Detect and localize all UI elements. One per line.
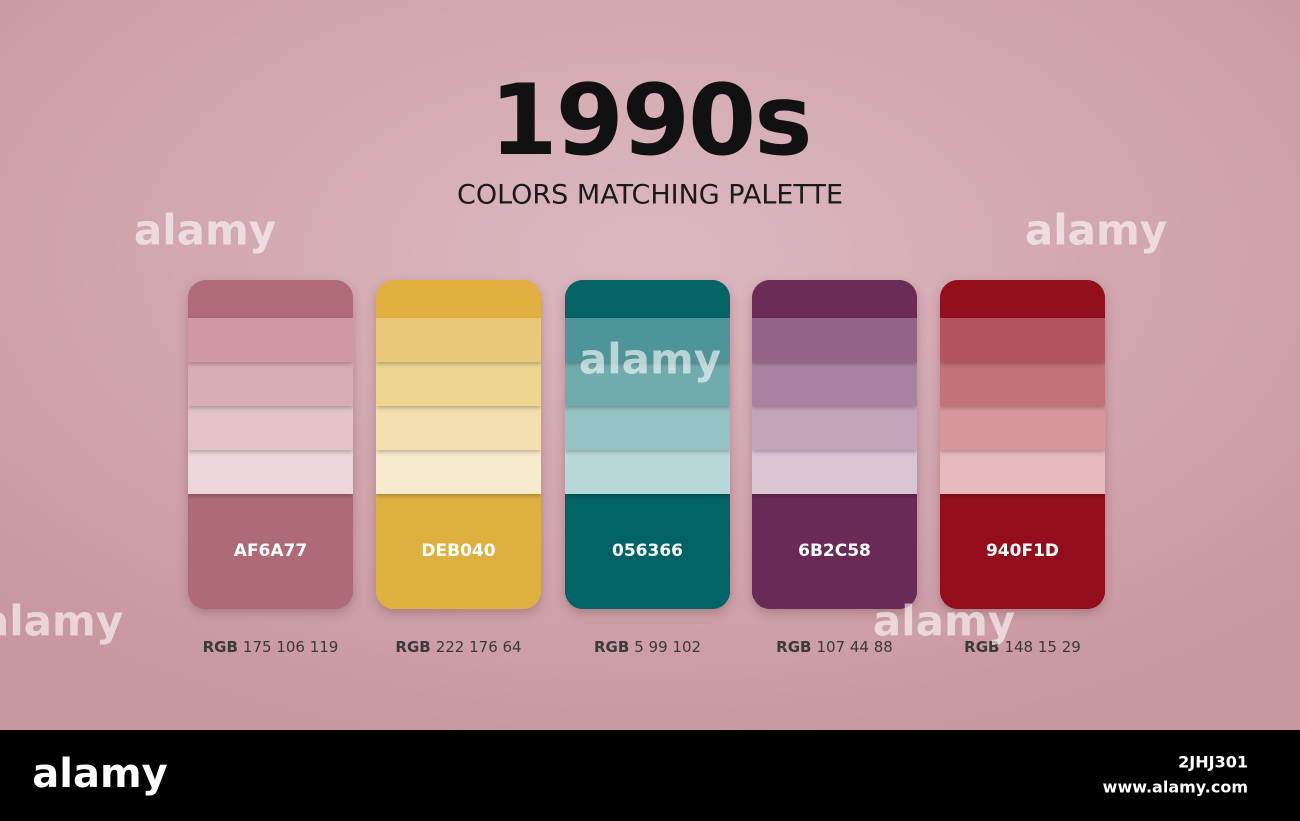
shade-strip (188, 450, 353, 494)
title: 1990s (489, 64, 810, 178)
shade-strip (565, 406, 730, 450)
rgb-label: RGB (395, 638, 430, 656)
shade-strip (940, 362, 1105, 406)
rgb-caption: RGB 5 99 102 (594, 638, 701, 656)
shade-strip (752, 318, 917, 362)
card-base (940, 494, 1105, 609)
rgb-value: 175 106 119 (243, 638, 338, 656)
rgb-label: RGB (964, 638, 999, 656)
hex-code: AF6A77 (234, 541, 307, 561)
hex-code: 6B2C58 (798, 541, 871, 561)
shade-strip (752, 362, 917, 406)
card-base (752, 494, 917, 609)
shade-strip (940, 450, 1105, 494)
shade-strip (565, 450, 730, 494)
shade-strip (376, 318, 541, 362)
rgb-value: 222 176 64 (436, 638, 522, 656)
watermark: alamy (579, 335, 721, 384)
watermark: alamy (873, 597, 1015, 646)
rgb-caption: RGB 175 106 119 (203, 638, 339, 656)
rgb-caption: RGB 107 44 88 (776, 638, 893, 656)
shade-strip (376, 362, 541, 406)
card-body (188, 280, 353, 609)
rgb-label: RGB (203, 638, 238, 656)
footer-brand: alamy (32, 751, 167, 797)
footer-url: www.alamy.com (1103, 778, 1248, 797)
rgb-label: RGB (594, 638, 629, 656)
rgb-value: 5 99 102 (634, 638, 701, 656)
watermarks: alamy alamy alamy alamy alamy (0, 206, 1167, 646)
watermark: alamy (1025, 206, 1167, 255)
shade-strip (940, 318, 1105, 362)
subtitle: COLORS MATCHING PALETTE (457, 180, 843, 211)
shade-strip (752, 406, 917, 450)
card-body (752, 280, 917, 609)
card-base (188, 494, 353, 609)
color-card: DEB040 RGB 222 176 64 (376, 280, 541, 656)
shade-strip (188, 362, 353, 406)
rgb-value: 148 15 29 (1004, 638, 1080, 656)
cards: AF6A77 RGB 175 106 119 DEB040 RGB 222 176 64 0… (188, 280, 1105, 656)
color-card: 6B2C58 RGB 107 44 88 (752, 280, 917, 656)
card-body (376, 280, 541, 609)
footer-bar (0, 730, 1300, 821)
shade-strip (752, 450, 917, 494)
watermark: alamy (0, 597, 123, 646)
color-card: 056366 RGB 5 99 102 (565, 280, 730, 656)
shade-strip (376, 450, 541, 494)
shade-strip (376, 406, 541, 450)
rgb-caption: RGB 148 15 29 (964, 638, 1081, 656)
color-card: 940F1D RGB 148 15 29 (940, 280, 1105, 656)
card-base (565, 494, 730, 609)
watermark: alamy (134, 206, 276, 255)
hex-code: DEB040 (421, 541, 495, 561)
shade-strip (565, 362, 730, 406)
card-base (376, 494, 541, 609)
rgb-caption: RGB 222 176 64 (395, 638, 521, 656)
card-body (940, 280, 1105, 609)
color-card: AF6A77 RGB 175 106 119 (188, 280, 353, 656)
rgb-label: RGB (776, 638, 811, 656)
shade-strip (565, 318, 730, 362)
card-body (565, 280, 730, 609)
hex-code: 056366 (612, 541, 683, 561)
image-id: 2JHJ301 (1178, 753, 1248, 772)
shade-strip (188, 318, 353, 362)
hex-code: 940F1D (986, 541, 1059, 561)
shade-strip (188, 406, 353, 450)
rgb-value: 107 44 88 (816, 638, 892, 656)
shade-strip (940, 406, 1105, 450)
